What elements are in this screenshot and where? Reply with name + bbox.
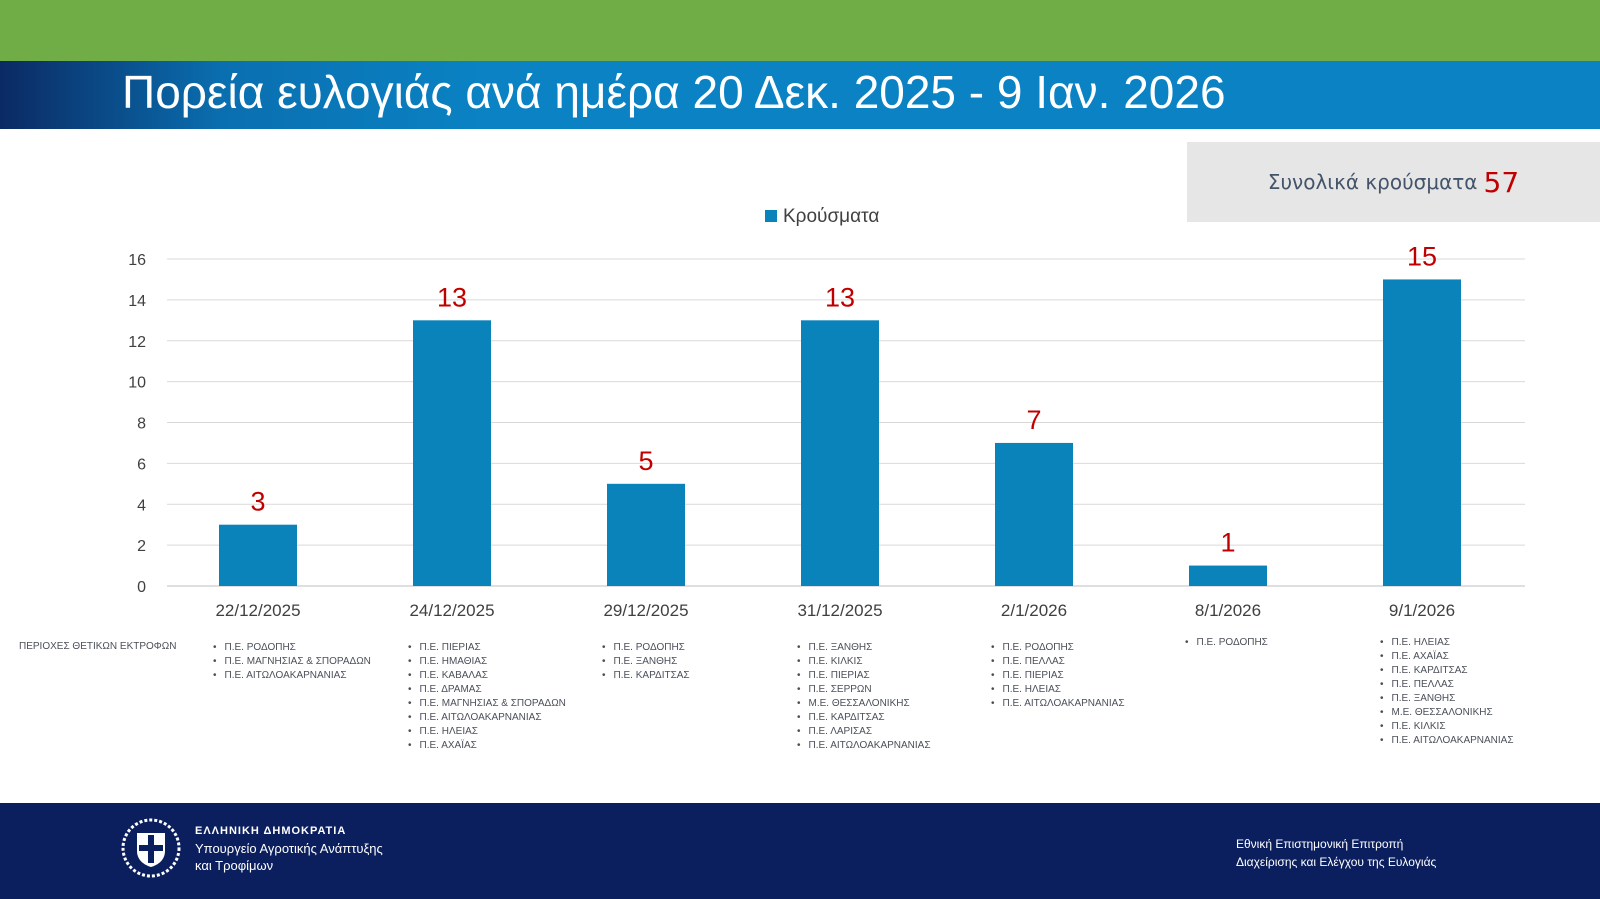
region-list-items: Π.Ε. ΡΟΔΟΠΗΣΠ.Ε. ΠΕΛΛΑΣΠ.Ε. ΠΙΕΡΙΑΣΠ.Ε. … bbox=[991, 641, 1125, 711]
region-list: Π.Ε. ΡΟΔΟΠΗΣ bbox=[1185, 636, 1268, 650]
y-tick-label: 8 bbox=[137, 416, 146, 433]
data-label: 13 bbox=[825, 282, 855, 312]
y-tick-label: 2 bbox=[137, 538, 146, 555]
republic-label: ΕΛΛΗΝΙΚΗ ΔΗΜΟΚΡΑΤΙΑ bbox=[195, 825, 347, 837]
page-title: Πορεία ευλογιάς ανά ημέρα 20 Δεκ. 2025 -… bbox=[122, 66, 1226, 118]
x-tick-label: 22/12/2025 bbox=[215, 601, 300, 620]
region-list-items: Π.Ε. ΡΟΔΟΠΗΣ bbox=[1185, 636, 1268, 650]
region-item: Π.Ε. ΡΟΔΟΠΗΣ bbox=[602, 641, 690, 655]
total-cases-box: Συνολικά κρούσματα 57 bbox=[1187, 142, 1600, 222]
ministry-line2: και Τροφίμων bbox=[195, 858, 274, 873]
total-cases-label: Συνολικά κρούσματα bbox=[1267, 170, 1478, 194]
region-list-items: Π.Ε. ΡΟΔΟΠΗΣΠ.Ε. ΞΑΝΘΗΣΠ.Ε. ΚΑΡΔΙΤΣΑΣ bbox=[602, 641, 690, 683]
region-item: Π.Ε. ΗΜΑΘΙΑΣ bbox=[408, 655, 566, 669]
footer: ΕΛΛΗΝΙΚΗ ΔΗΜΟΚΡΑΤΙΑ Υπουργείο Αγροτικής … bbox=[0, 803, 1600, 899]
region-item: Π.Ε. ΑΙΤΩΛΟΑΚΑΡΝΑΝΙΑΣ bbox=[213, 669, 371, 683]
region-item: Π.Ε. ΗΛΕΙΑΣ bbox=[991, 683, 1125, 697]
region-item: Π.Ε. ΑΙΤΩΛΟΑΚΑΡΝΑΝΙΑΣ bbox=[1380, 734, 1514, 748]
region-item: Π.Ε. ΜΑΓΝΗΣΙΑΣ & ΣΠΟΡΑΔΩΝ bbox=[408, 697, 566, 711]
data-label: 1 bbox=[1220, 528, 1235, 558]
bar bbox=[995, 442, 1073, 586]
region-list: Π.Ε. ΡΟΔΟΠΗΣΠ.Ε. ΜΑΓΝΗΣΙΑΣ & ΣΠΟΡΑΔΩΝΠ.Ε… bbox=[213, 641, 371, 683]
region-item: Π.Ε. ΗΛΕΙΑΣ bbox=[408, 725, 566, 739]
region-item: Π.Ε. ΞΑΝΘΗΣ bbox=[602, 655, 690, 669]
region-item: Π.Ε. ΑΙΤΩΛΟΑΚΑΡΝΑΝΙΑΣ bbox=[797, 739, 931, 753]
region-list: Π.Ε. ΗΛΕΙΑΣΠ.Ε. ΑΧΑΪΑΣΠ.Ε. ΚΑΡΔΙΤΣΑΣΠ.Ε.… bbox=[1380, 636, 1514, 748]
bar bbox=[1383, 279, 1461, 586]
region-list: Π.Ε. ΠΙΕΡΙΑΣΠ.Ε. ΗΜΑΘΙΑΣΠ.Ε. ΚΑΒΑΛΑΣΠ.Ε.… bbox=[408, 641, 566, 753]
legend-swatch bbox=[765, 210, 777, 222]
bar bbox=[607, 483, 685, 586]
y-tick-label: 6 bbox=[137, 456, 146, 473]
y-tick-label: 0 bbox=[137, 579, 146, 596]
data-label: 15 bbox=[1407, 241, 1437, 271]
committee-line2: Διαχείρισης και Ελέγχου της Ευλογιάς bbox=[1236, 855, 1437, 869]
region-list-items: Π.Ε. ΞΑΝΘΗΣΠ.Ε. ΚΙΛΚΙΣΠ.Ε. ΠΙΕΡΙΑΣΠ.Ε. Σ… bbox=[797, 641, 931, 753]
x-tick-label: 2/1/2026 bbox=[1001, 601, 1067, 620]
region-item: Π.Ε. ΔΡΑΜΑΣ bbox=[408, 683, 566, 697]
region-item: Π.Ε. ΜΑΓΝΗΣΙΑΣ & ΣΠΟΡΑΔΩΝ bbox=[213, 655, 371, 669]
x-tick-label: 31/12/2025 bbox=[797, 601, 882, 620]
region-item: Π.Ε. ΡΟΔΟΠΗΣ bbox=[213, 641, 371, 655]
y-tick-label: 10 bbox=[128, 375, 146, 392]
y-tick-label: 4 bbox=[137, 497, 146, 514]
region-item: Π.Ε. ΚΑΒΑΛΑΣ bbox=[408, 669, 566, 683]
y-tick-label: 12 bbox=[128, 334, 146, 351]
bar-chart: 0 2 4 6 8 10 12 14 16 Κρούσματα 3 22/12/2025 13 24/12… bbox=[128, 206, 1525, 620]
greek-emblem-icon bbox=[121, 818, 181, 878]
region-item: Π.Ε. ΗΛΕΙΑΣ bbox=[1380, 636, 1514, 650]
top-band bbox=[0, 0, 1600, 61]
x-tick-label: 24/12/2025 bbox=[409, 601, 494, 620]
region-list-items: Π.Ε. ΗΛΕΙΑΣΠ.Ε. ΑΧΑΪΑΣΠ.Ε. ΚΑΡΔΙΤΣΑΣΠ.Ε.… bbox=[1380, 636, 1514, 748]
region-item: Π.Ε. ΑΧΑΪΑΣ bbox=[1380, 650, 1514, 664]
region-item: Π.Ε. ΞΑΝΘΗΣ bbox=[797, 641, 931, 655]
bar bbox=[413, 320, 491, 586]
region-item: Π.Ε. ΚΑΡΔΙΤΣΑΣ bbox=[1380, 664, 1514, 678]
region-item: Π.Ε. ΠΙΕΡΙΑΣ bbox=[797, 669, 931, 683]
region-item: Π.Ε. ΞΑΝΘΗΣ bbox=[1380, 692, 1514, 706]
data-label: 5 bbox=[638, 446, 653, 476]
region-item: Π.Ε. ΑΙΤΩΛΟΑΚΑΡΝΑΝΙΑΣ bbox=[991, 697, 1125, 711]
region-item: Π.Ε. ΠΕΛΛΑΣ bbox=[1380, 678, 1514, 692]
y-tick-label: 16 bbox=[128, 252, 146, 269]
region-list: Π.Ε. ΞΑΝΘΗΣΠ.Ε. ΚΙΛΚΙΣΠ.Ε. ΠΙΕΡΙΑΣΠ.Ε. Σ… bbox=[797, 641, 931, 753]
bar bbox=[1189, 565, 1267, 586]
y-tick-label: 14 bbox=[128, 293, 146, 310]
region-item: Π.Ε. ΡΟΔΟΠΗΣ bbox=[991, 641, 1125, 655]
region-item: Π.Ε. ΣΕΡΡΩΝ bbox=[797, 683, 931, 697]
region-item: Π.Ε. ΠΙΕΡΙΑΣ bbox=[408, 641, 566, 655]
region-item: Π.Ε. ΚΑΡΔΙΤΣΑΣ bbox=[602, 669, 690, 683]
data-label: 3 bbox=[250, 487, 265, 517]
bar bbox=[801, 320, 879, 586]
region-item: Μ.Ε. ΘΕΣΣΑΛΟΝΙΚΗΣ bbox=[797, 697, 931, 711]
x-tick-label: 8/1/2026 bbox=[1195, 601, 1261, 620]
region-item: Π.Ε. ΑΙΤΩΛΟΑΚΑΡΝΑΝΙΑΣ bbox=[408, 711, 566, 725]
data-label: 13 bbox=[437, 282, 467, 312]
bar bbox=[219, 524, 297, 586]
x-tick-label: 29/12/2025 bbox=[603, 601, 688, 620]
region-item: Μ.Ε. ΘΕΣΣΑΛΟΝΙΚΗΣ bbox=[1380, 706, 1514, 720]
region-item: Π.Ε. ΛΑΡΙΣΑΣ bbox=[797, 725, 931, 739]
region-item: Π.Ε. ΚΑΡΔΙΤΣΑΣ bbox=[797, 711, 931, 725]
region-item: Π.Ε. ΚΙΛΚΙΣ bbox=[1380, 720, 1514, 734]
region-list: Π.Ε. ΡΟΔΟΠΗΣΠ.Ε. ΞΑΝΘΗΣΠ.Ε. ΚΑΡΔΙΤΣΑΣ bbox=[602, 641, 690, 683]
data-label: 7 bbox=[1026, 405, 1041, 435]
ministry-line1: Υπουργείο Αγροτικής Ανάπτυξης bbox=[195, 841, 383, 856]
region-item: Π.Ε. ΠΕΛΛΑΣ bbox=[991, 655, 1125, 669]
committee-line1: Εθνική Επιστημονική Επιτροπή bbox=[1236, 837, 1404, 851]
region-item: Π.Ε. ΑΧΑΪΑΣ bbox=[408, 739, 566, 753]
region-item: Π.Ε. ΚΙΛΚΙΣ bbox=[797, 655, 931, 669]
region-list-items: Π.Ε. ΠΙΕΡΙΑΣΠ.Ε. ΗΜΑΘΙΑΣΠ.Ε. ΚΑΒΑΛΑΣΠ.Ε.… bbox=[408, 641, 566, 753]
region-item: Π.Ε. ΠΙΕΡΙΑΣ bbox=[991, 669, 1125, 683]
x-tick-label: 9/1/2026 bbox=[1389, 601, 1455, 620]
region-item: Π.Ε. ΡΟΔΟΠΗΣ bbox=[1185, 636, 1268, 650]
total-cases-value: 57 bbox=[1483, 165, 1520, 199]
regions-label: ΠΕΡΙΟΧΕΣ ΘΕΤΙΚΩΝ ΕΚΤΡΟΦΩΝ bbox=[19, 641, 177, 652]
region-list-items: Π.Ε. ΡΟΔΟΠΗΣΠ.Ε. ΜΑΓΝΗΣΙΑΣ & ΣΠΟΡΑΔΩΝΠ.Ε… bbox=[213, 641, 371, 683]
region-list: Π.Ε. ΡΟΔΟΠΗΣΠ.Ε. ΠΕΛΛΑΣΠ.Ε. ΠΙΕΡΙΑΣΠ.Ε. … bbox=[991, 641, 1125, 711]
title-banner: Πορεία ευλογιάς ανά ημέρα 20 Δεκ. 2025 -… bbox=[0, 61, 1600, 129]
legend-label: Κρούσματα bbox=[783, 206, 879, 227]
